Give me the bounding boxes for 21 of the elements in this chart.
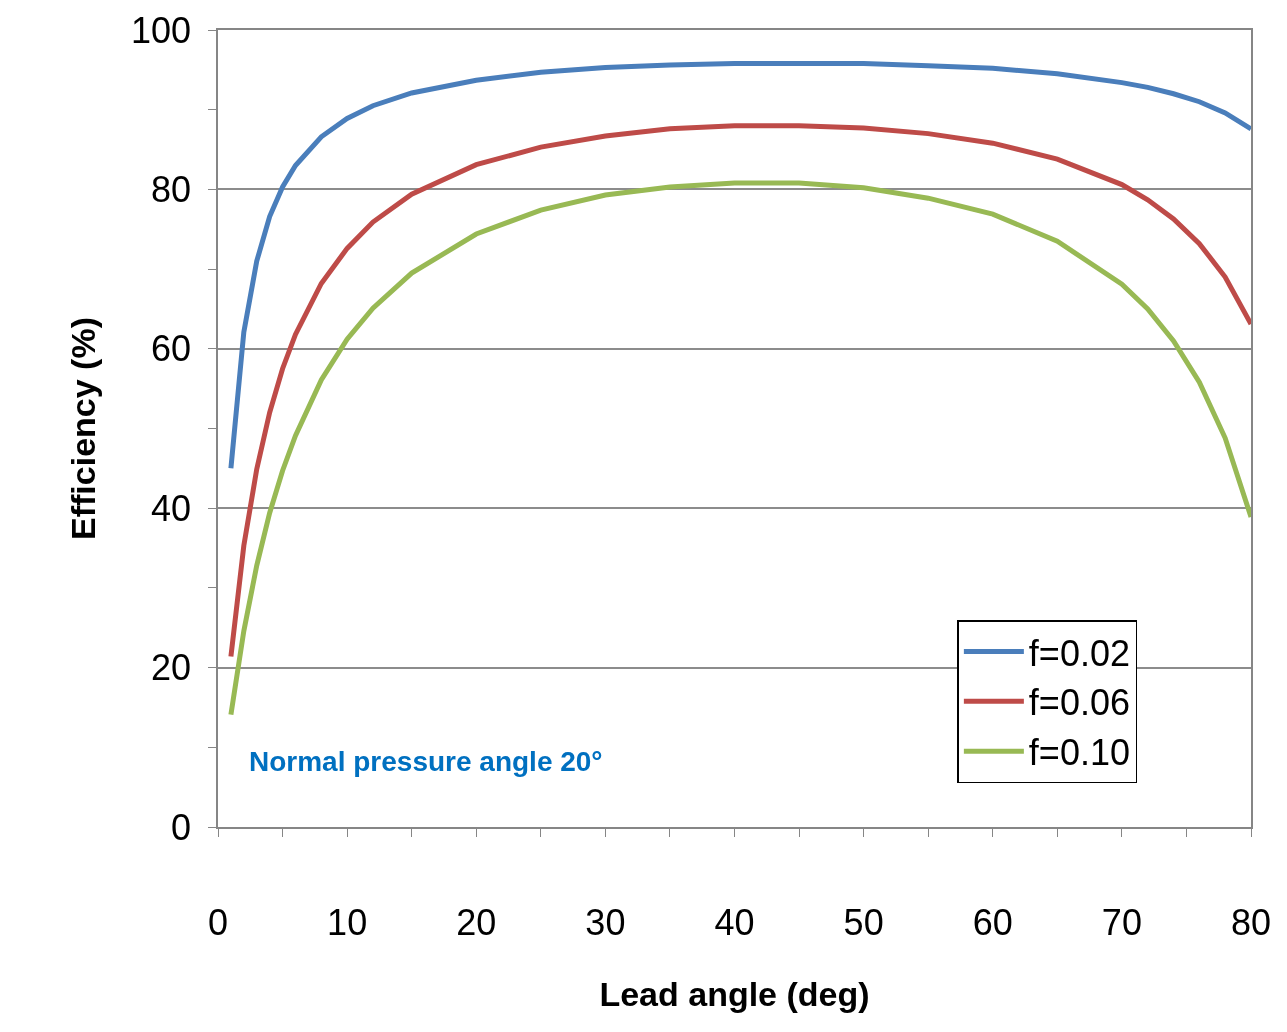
y-axis-title: Efficiency (%) xyxy=(64,317,103,540)
y-tick-label: 80 xyxy=(151,169,192,210)
x-tick-label: 0 xyxy=(207,901,229,943)
x-tick-label: 80 xyxy=(1230,901,1272,943)
x-tick-label: 20 xyxy=(456,901,497,943)
legend-label: f=0.10 xyxy=(1028,732,1130,774)
y-tick-label: 60 xyxy=(151,328,192,370)
legend-label: f=0.06 xyxy=(1028,682,1130,724)
y-tick-label: 100 xyxy=(130,9,192,51)
x-tick-label: 50 xyxy=(843,901,884,943)
legend-label: f=0.02 xyxy=(1028,632,1130,674)
y-tick-label: 20 xyxy=(151,647,192,689)
x-tick-label: 70 xyxy=(1101,901,1142,943)
x-tick-label: 10 xyxy=(327,901,368,943)
x-tick-label: 30 xyxy=(585,901,626,943)
x-axis-title: Lead angle (deg) xyxy=(599,974,870,1013)
x-tick-label: 40 xyxy=(714,901,755,943)
y-tick-label: 40 xyxy=(151,487,192,529)
y-tick-label: 0 xyxy=(171,806,192,848)
x-tick-label: 60 xyxy=(972,901,1013,943)
annotation: Normal pressure angle 20° xyxy=(249,746,603,777)
